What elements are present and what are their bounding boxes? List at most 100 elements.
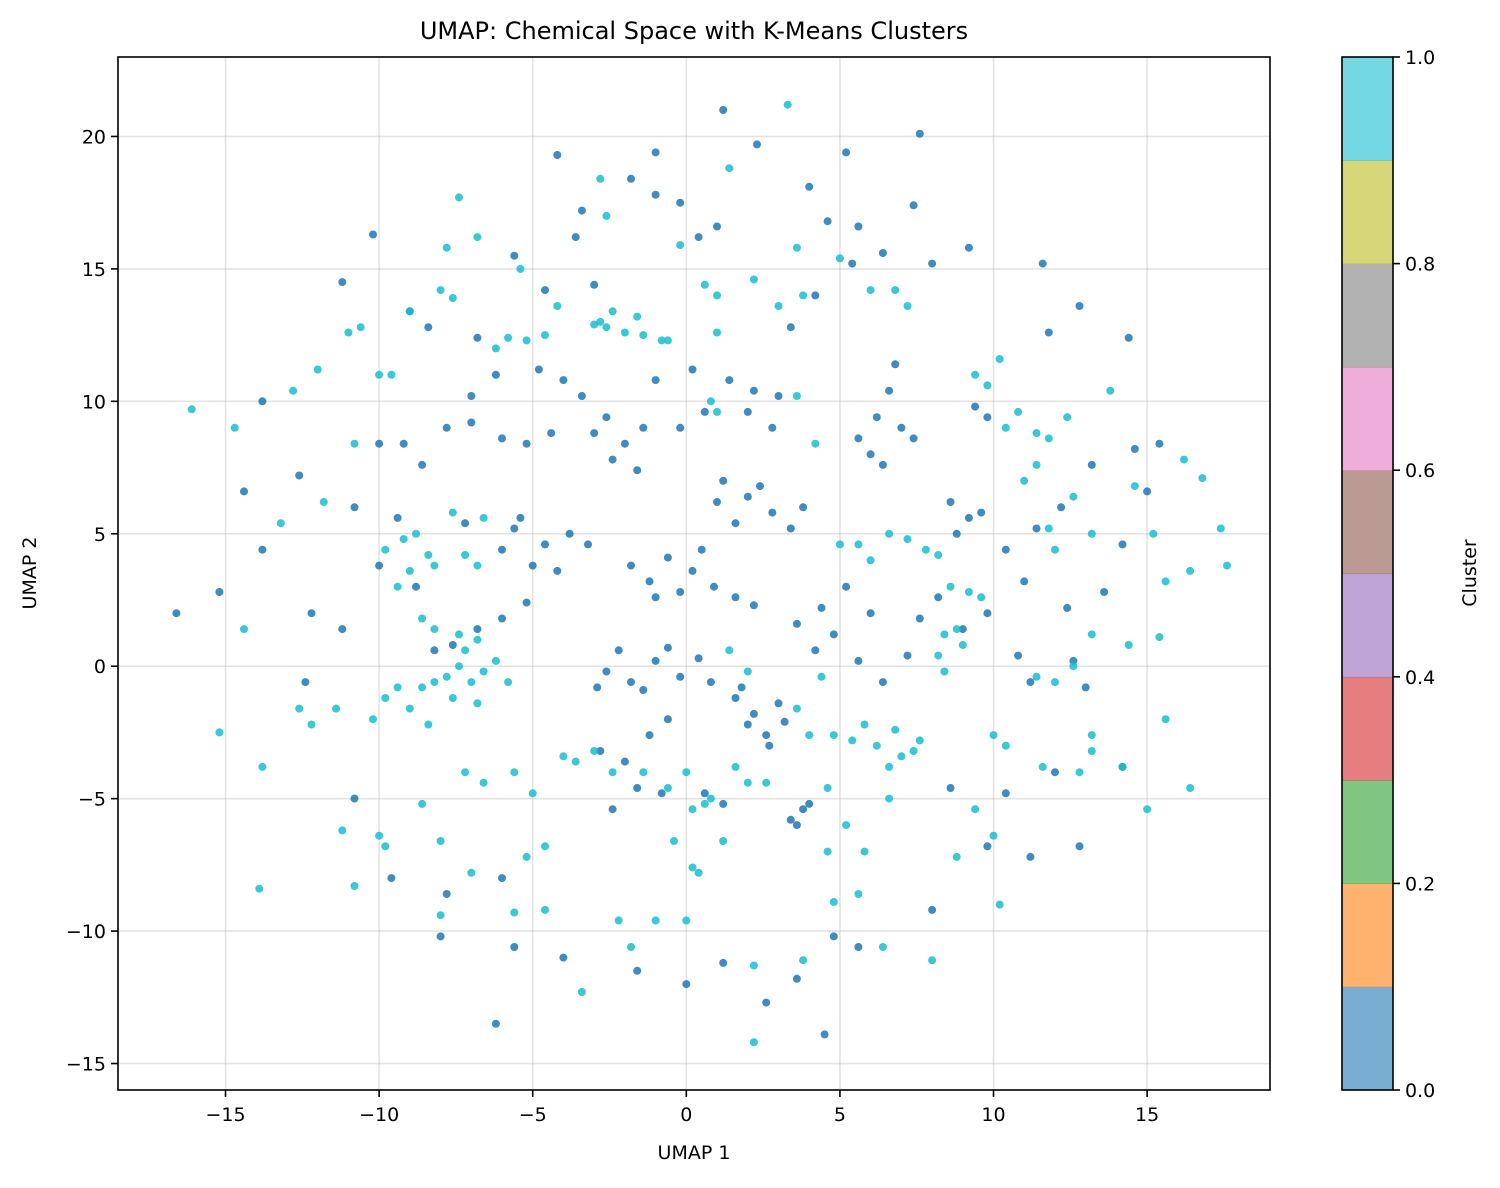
data-point-cluster-1 [891,725,900,734]
data-point-cluster-1 [921,545,930,554]
data-point-cluster-1 [510,908,519,917]
data-point-cluster-1 [295,704,304,713]
data-point-cluster-1 [749,1038,758,1047]
data-point-cluster-1 [491,656,500,665]
data-point-cluster-1 [455,662,463,671]
data-point-cluster-0 [1124,333,1133,342]
data-point-cluster-1 [418,799,427,808]
data-point-cluster-1 [811,439,820,448]
data-point-cluster-1 [1032,429,1041,438]
data-point-cluster-1 [743,778,752,787]
data-point-cluster-0 [866,609,875,618]
data-point-cluster-1 [627,943,635,951]
data-point-cluster-1 [1001,741,1010,750]
colorbar-tick-label: 1.0 [1405,47,1435,69]
data-point-cluster-1 [1075,768,1084,777]
colorbar-band [1342,573,1393,678]
data-point-cluster-1 [608,768,617,777]
data-point-cluster-0 [805,182,814,191]
data-point-cluster-0 [522,598,531,607]
data-point-cluster-0 [1057,503,1066,512]
data-point-cluster-0 [854,656,863,665]
data-point-cluster-1 [903,535,912,544]
colorbar: 0.0 0.2 0.4 0.6 0.8 1.0 Cluster [1341,47,1481,1102]
data-point-cluster-0 [639,423,648,432]
y-tick-label: 15 [82,259,106,281]
data-point-cluster-1 [762,778,771,787]
data-point-cluster-0 [786,323,795,332]
data-point-cluster-0 [1143,487,1152,496]
data-point-cluster-0 [756,482,764,491]
data-point-cluster-1 [719,837,728,845]
data-point-cluster-1 [1143,805,1152,814]
colorbar-tick-label: 0.8 [1405,254,1435,276]
data-point-cluster-0 [577,392,586,400]
data-point-cluster-0 [731,694,740,702]
data-point-cluster-1 [344,328,353,337]
data-point-cluster-1 [940,630,949,639]
data-point-cluster-1 [448,294,457,302]
data-point-cluster-0 [633,966,642,975]
data-point-cluster-1 [1186,566,1195,575]
data-point-cluster-0 [1075,302,1084,310]
data-point-cluster-1 [995,355,1004,363]
data-point-cluster-1 [187,405,196,414]
data-point-cluster-1 [971,805,980,814]
data-point-cluster-1 [928,956,937,965]
data-point-cluster-1 [995,900,1004,909]
y-tick-label: 0 [94,656,106,678]
data-point-cluster-1 [375,831,384,840]
x-tick-label: −10 [359,1104,399,1126]
data-point-cluster-0 [958,625,967,634]
data-point-cluster-0 [338,625,347,634]
data-point-cluster-0 [694,654,703,663]
data-point-cluster-0 [1081,683,1090,692]
data-point-cluster-0 [541,540,549,549]
data-point-cluster-0 [676,672,685,681]
data-point-cluster-0 [1032,524,1041,533]
data-point-cluster-1 [399,535,408,544]
data-point-cluster-0 [743,720,752,729]
data-point-cluster-1 [651,916,660,925]
data-point-cluster-1 [448,508,457,517]
data-point-cluster-0 [510,943,519,951]
colorbar-band [1342,366,1393,471]
data-point-cluster-1 [971,370,980,379]
data-point-cluster-0 [350,794,359,803]
data-point-cluster-0 [842,148,851,157]
data-point-cluster-1 [577,988,586,996]
data-point-cluster-0 [700,407,709,416]
data-point-cluster-0 [731,593,740,602]
data-point-cluster-1 [713,291,721,300]
data-point-cluster-0 [301,678,310,687]
data-point-cluster-0 [412,582,420,591]
data-point-cluster-0 [706,678,715,687]
data-point-cluster-0 [541,286,549,295]
data-point-cluster-1 [731,762,740,771]
data-point-cluster-1 [571,757,580,766]
data-point-cluster-0 [872,413,881,422]
data-point-cluster-0 [498,874,506,883]
data-point-cluster-0 [448,641,457,649]
data-point-cluster-0 [399,439,408,448]
data-point-cluster-1 [479,667,488,676]
colorbar-band [1342,780,1393,884]
data-point-cluster-1 [860,847,869,856]
data-point-cluster-0 [952,529,961,538]
data-point-cluster-1 [1087,731,1096,740]
data-point-cluster-0 [393,513,402,522]
data-point-cluster-0 [436,932,445,941]
data-point-cluster-0 [424,323,433,332]
data-point-cluster-0 [172,609,181,618]
data-point-cluster-0 [743,492,752,501]
data-point-cluster-0 [553,151,562,159]
plot-frame [117,56,1271,1091]
data-point-cluster-1 [436,837,445,845]
data-point-cluster-0 [614,646,623,655]
data-point-cluster-0 [430,646,439,655]
x-tick-label: 0 [680,1104,692,1126]
colorbar-tick-label: 0.4 [1405,667,1435,689]
data-point-cluster-1 [848,736,857,745]
data-point-cluster-0 [688,365,697,374]
